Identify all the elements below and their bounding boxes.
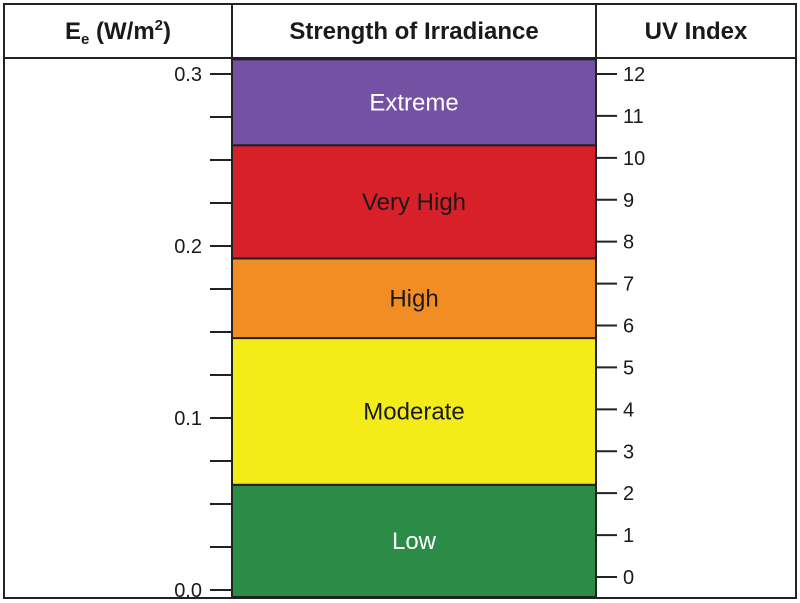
- irradiance-tick-label: 0.2: [174, 236, 202, 258]
- band-high: [231, 257, 597, 340]
- irradiance-tick-label: 0.0: [174, 580, 202, 602]
- band-label-very-high: Very High: [362, 189, 466, 216]
- strength-header: Strength of Irradiance: [289, 18, 538, 45]
- uv-tick-label: 10: [623, 148, 645, 170]
- irradiance-tick-label: 0.1: [174, 408, 202, 430]
- uv-tick-label: 4: [623, 399, 634, 421]
- irradiance-axis: 0.0 0.1 0.2 0.3: [174, 64, 232, 602]
- band-label-low: Low: [392, 528, 437, 555]
- irradiance-header-superscript: 2: [155, 17, 163, 34]
- bands-layer: Low Moderate High Very High Extreme: [231, 58, 597, 598]
- uv-tick-label: 6: [623, 316, 634, 338]
- uv-index-header: UV Index: [645, 18, 748, 45]
- band-extreme: [231, 58, 597, 147]
- uv-tick-label: 12: [623, 64, 645, 86]
- uv-tick-label: 3: [623, 441, 634, 463]
- irradiance-header: Ee (W/m2): [65, 17, 171, 48]
- irradiance-header-base: E: [65, 18, 81, 45]
- uv-tick-label: 0: [623, 567, 634, 589]
- band-label-high: High: [389, 285, 438, 312]
- band-very-high: [231, 144, 597, 260]
- uv-tick-label: 9: [623, 190, 634, 212]
- uv-tick-label: 5: [623, 357, 634, 379]
- uv-tick-label: 8: [623, 232, 634, 254]
- band-low: [231, 483, 597, 598]
- uv-tick-label: 1: [623, 525, 634, 547]
- uv-tick-label: 11: [623, 106, 644, 128]
- uv-tick-label: 2: [623, 483, 634, 505]
- irradiance-header-unit: (W/m: [89, 18, 154, 45]
- irradiance-header-close: ): [163, 18, 171, 45]
- band-label-moderate: Moderate: [363, 398, 464, 425]
- band-label-extreme: Extreme: [369, 89, 458, 116]
- irradiance-header-subscript: e: [81, 31, 89, 48]
- table-frame: [3, 3, 797, 599]
- uv-tick-label: 7: [623, 274, 634, 296]
- irradiance-tick-label: 0.3: [174, 64, 202, 86]
